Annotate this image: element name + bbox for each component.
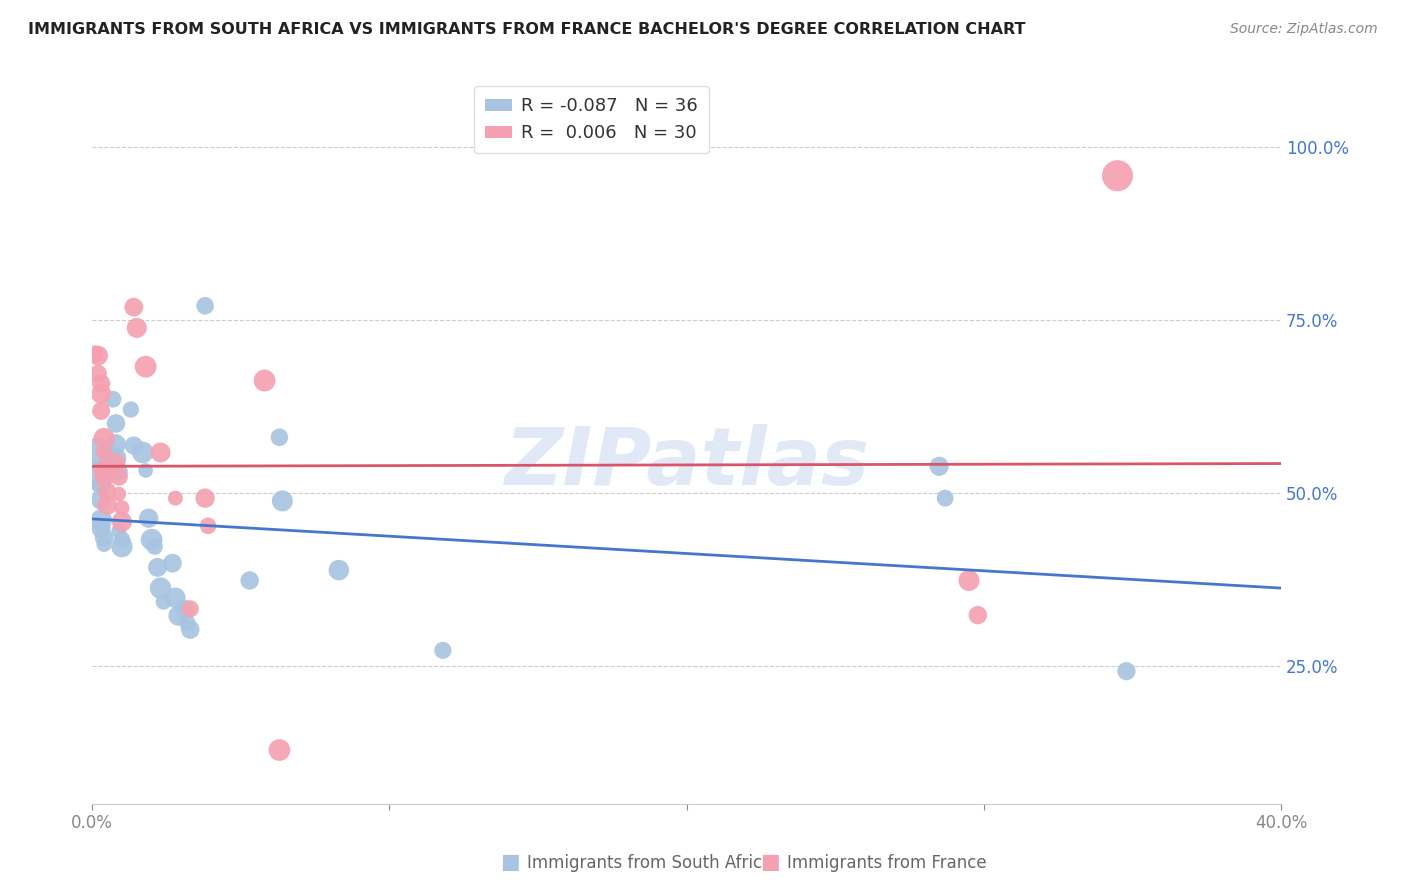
Text: ■: ■ xyxy=(501,853,520,872)
Point xyxy=(966,608,988,623)
Point xyxy=(111,500,134,515)
Point xyxy=(111,533,134,547)
Point xyxy=(93,470,115,484)
Point xyxy=(271,494,294,508)
Point xyxy=(90,404,112,418)
Point xyxy=(328,563,350,577)
Point xyxy=(179,623,201,637)
Point xyxy=(104,456,127,470)
Point xyxy=(104,417,127,431)
Point xyxy=(167,608,190,623)
Text: ZIPatlas: ZIPatlas xyxy=(505,424,869,501)
Point xyxy=(149,581,172,595)
Text: Immigrants from South Africa: Immigrants from South Africa xyxy=(527,855,772,872)
Point xyxy=(165,491,187,505)
Point xyxy=(141,533,163,547)
Point xyxy=(122,439,145,453)
Point xyxy=(179,602,201,616)
Point xyxy=(135,463,157,477)
Point xyxy=(93,432,115,446)
Point xyxy=(149,445,172,459)
Point xyxy=(90,386,112,401)
Point xyxy=(173,602,195,616)
Point xyxy=(131,445,153,459)
Point xyxy=(108,465,131,479)
Point xyxy=(152,595,174,609)
Point xyxy=(934,491,956,505)
Point xyxy=(146,560,169,574)
Point xyxy=(194,491,217,505)
Point xyxy=(143,540,166,554)
Point xyxy=(120,402,142,417)
Point xyxy=(87,468,110,483)
Point xyxy=(104,437,127,451)
Legend: R = -0.087   N = 36, R =  0.006   N = 30: R = -0.087 N = 36, R = 0.006 N = 30 xyxy=(474,87,709,153)
Point xyxy=(957,574,980,588)
Point xyxy=(194,299,217,313)
Text: Immigrants from France: Immigrants from France xyxy=(787,855,987,872)
Point xyxy=(87,448,110,462)
Point xyxy=(90,513,112,527)
Point xyxy=(108,487,131,501)
Point xyxy=(96,498,118,512)
Point xyxy=(165,591,187,605)
Point xyxy=(108,524,131,538)
Text: ■: ■ xyxy=(761,853,780,872)
Point xyxy=(101,392,124,407)
Point xyxy=(90,376,112,391)
Point xyxy=(239,574,262,588)
Point xyxy=(162,556,184,570)
Point xyxy=(108,469,131,483)
Point xyxy=(111,515,134,529)
Point xyxy=(90,492,112,507)
Point xyxy=(1107,169,1129,183)
Point xyxy=(122,300,145,314)
Text: Source: ZipAtlas.com: Source: ZipAtlas.com xyxy=(1230,22,1378,37)
Point xyxy=(253,374,276,388)
Point xyxy=(269,430,291,444)
Point xyxy=(90,522,112,536)
Point xyxy=(125,321,148,335)
Point xyxy=(84,347,107,361)
Point xyxy=(87,349,110,363)
Point xyxy=(93,537,115,551)
Point xyxy=(87,367,110,381)
Point xyxy=(928,459,950,474)
Point xyxy=(93,445,115,459)
Point xyxy=(138,511,160,525)
Point xyxy=(111,540,134,554)
Point xyxy=(135,359,157,374)
Point xyxy=(93,531,115,545)
Point xyxy=(432,643,454,657)
Text: IMMIGRANTS FROM SOUTH AFRICA VS IMMIGRANTS FROM FRANCE BACHELOR'S DEGREE CORRELA: IMMIGRANTS FROM SOUTH AFRICA VS IMMIGRAN… xyxy=(28,22,1025,37)
Point xyxy=(269,743,291,757)
Point xyxy=(96,484,118,499)
Point xyxy=(104,450,127,465)
Point xyxy=(197,518,219,533)
Point xyxy=(93,463,115,477)
Point xyxy=(176,615,198,630)
Point xyxy=(1115,664,1137,678)
Point xyxy=(90,478,112,492)
